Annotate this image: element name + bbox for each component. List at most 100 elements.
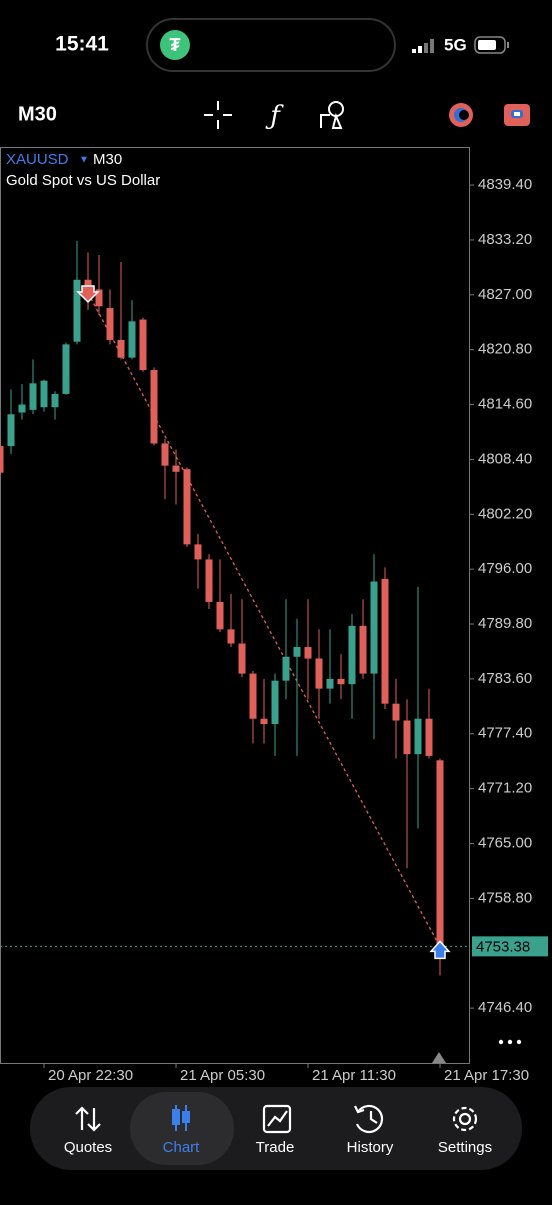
candle-body bbox=[128, 321, 136, 358]
tab-label[interactable]: Trade bbox=[256, 1139, 295, 1156]
plot bbox=[0, 240, 469, 976]
y-tick-label: 4802.20 bbox=[478, 505, 532, 522]
tabs: Quotes Chart Trade History Settings bbox=[64, 1139, 492, 1156]
trade-icon bbox=[262, 1104, 292, 1134]
candle-body bbox=[40, 380, 48, 408]
tab-label[interactable]: Chart bbox=[163, 1139, 201, 1156]
dynamic-island bbox=[146, 18, 396, 72]
candle-body bbox=[359, 625, 367, 674]
y-tick-label: 4789.80 bbox=[478, 615, 532, 632]
trade-button[interactable] bbox=[504, 104, 530, 126]
settings-icon bbox=[452, 1106, 478, 1132]
app-icon-glyph: ₮ bbox=[170, 35, 181, 55]
candle-body bbox=[348, 625, 356, 685]
candle-body bbox=[414, 718, 422, 755]
y-tick-label: 4808.40 bbox=[478, 450, 532, 467]
timeframe-button[interactable]: M30 bbox=[18, 103, 57, 125]
x-tick-label: 21 Apr 11:30 bbox=[312, 1067, 396, 1084]
candle-body bbox=[161, 443, 169, 466]
candle-body bbox=[0, 446, 4, 473]
last-price-label: 4753.38 bbox=[476, 938, 530, 955]
candle-body bbox=[29, 383, 37, 410]
app-icon bbox=[160, 30, 190, 60]
symbol-description: Gold Spot vs US Dollar bbox=[6, 172, 160, 189]
candle-body bbox=[260, 718, 268, 725]
candle-body bbox=[18, 404, 26, 413]
y-tick-label: 4814.60 bbox=[478, 396, 532, 413]
tab-label[interactable]: History bbox=[347, 1139, 394, 1156]
candle-body bbox=[392, 703, 400, 721]
y-tick-label: 4827.00 bbox=[478, 286, 532, 303]
candle-body bbox=[403, 720, 411, 755]
chart-icon bbox=[172, 1105, 190, 1131]
candle-body bbox=[238, 643, 246, 674]
candle-body bbox=[150, 370, 158, 444]
candle-body bbox=[381, 578, 389, 704]
candle-body bbox=[282, 656, 290, 681]
tab-selected-bg bbox=[130, 1092, 234, 1165]
chart-frame bbox=[0, 147, 470, 1064]
indicators-button[interactable]: ƒ bbox=[265, 101, 284, 131]
candle-body bbox=[62, 344, 70, 394]
signal-icon bbox=[412, 39, 434, 53]
battery-icon bbox=[474, 36, 509, 54]
symbol-dropdown[interactable]: ▼ bbox=[79, 155, 89, 166]
candle-body bbox=[304, 647, 312, 659]
quotes-icon bbox=[75, 1106, 101, 1132]
crosshair-button[interactable] bbox=[204, 101, 232, 129]
candle-body bbox=[425, 718, 433, 756]
objects-button[interactable] bbox=[320, 101, 344, 129]
candle-body bbox=[172, 465, 180, 472]
candle-body bbox=[271, 680, 279, 725]
candle-body bbox=[370, 581, 378, 674]
buy-marker bbox=[429, 940, 451, 960]
candle-body bbox=[194, 544, 202, 560]
candle-body bbox=[51, 393, 59, 408]
y-tick-label: 4758.80 bbox=[478, 889, 532, 906]
candle-body bbox=[337, 678, 345, 685]
x-tick-label: 21 Apr 17:30 bbox=[444, 1067, 529, 1084]
candle-body bbox=[139, 319, 147, 371]
history-icon bbox=[354, 1104, 384, 1134]
candle-body bbox=[95, 289, 103, 307]
y-tick-label: 4833.20 bbox=[478, 231, 532, 248]
network-label: 5G bbox=[444, 35, 467, 54]
candle-body bbox=[315, 658, 323, 689]
y-tick-label: 4765.00 bbox=[478, 834, 532, 851]
candle-body bbox=[7, 414, 15, 447]
y-tick-label: 4839.40 bbox=[478, 176, 532, 193]
y-tick-label: 4783.60 bbox=[478, 670, 532, 687]
candle-body bbox=[293, 647, 301, 657]
candle-body bbox=[436, 760, 444, 947]
y-tick-label: 4820.80 bbox=[478, 341, 532, 358]
y-tick-label: 4746.40 bbox=[478, 999, 532, 1016]
candle-body bbox=[117, 339, 125, 358]
y-tick-label: 4777.40 bbox=[478, 725, 532, 742]
clock: 15:41 bbox=[55, 33, 109, 56]
last-price-box bbox=[472, 936, 548, 957]
candle-body bbox=[227, 629, 235, 644]
tab-label[interactable]: Quotes bbox=[64, 1139, 112, 1156]
tab-label[interactable]: Settings bbox=[438, 1139, 492, 1156]
y-tick-label: 4771.20 bbox=[478, 780, 532, 797]
tab-bar bbox=[30, 1087, 522, 1170]
candle-body bbox=[326, 678, 334, 689]
candle-body bbox=[73, 279, 81, 342]
candle-body bbox=[216, 601, 224, 630]
candle-body bbox=[249, 673, 257, 719]
candle-body bbox=[205, 559, 213, 602]
chart-timeframe: M30 bbox=[93, 151, 122, 168]
candle-body bbox=[106, 308, 114, 340]
signals-button[interactable] bbox=[449, 103, 473, 127]
candle-body bbox=[183, 469, 191, 545]
x-tick-label: 21 Apr 05:30 bbox=[180, 1067, 265, 1084]
symbol[interactable]: XAUUSD bbox=[6, 151, 69, 168]
scroll-marker bbox=[432, 1052, 446, 1063]
sell-marker bbox=[76, 285, 100, 304]
y-tick-label: 4796.00 bbox=[478, 560, 532, 577]
more-button[interactable] bbox=[498, 1039, 522, 1045]
x-tick-label: 20 Apr 22:30 bbox=[48, 1067, 133, 1084]
trade-line bbox=[87, 292, 441, 948]
